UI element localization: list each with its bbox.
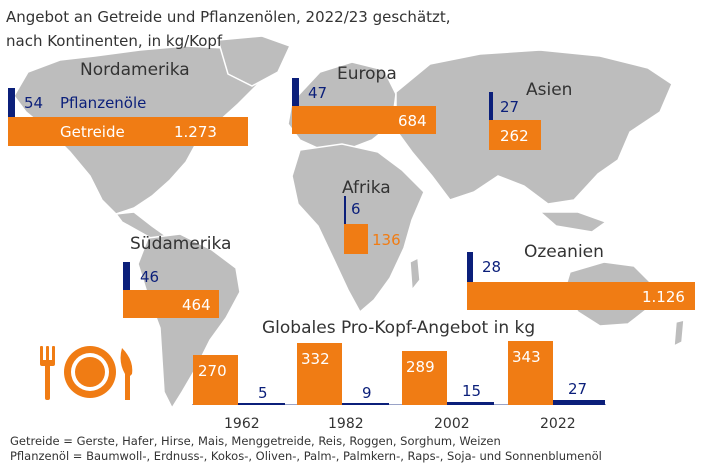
year-label-2022: 2022 — [540, 416, 576, 432]
grain-bar-afrika — [344, 224, 368, 254]
continent-label-asien: Asien — [526, 80, 573, 100]
oil-value-nordamerika: 54 — [24, 94, 44, 112]
global-chart-title: Globales Pro-Kopf-Angebot in kg — [262, 318, 536, 338]
continent-label-afrika: Afrika — [342, 178, 391, 198]
map-new-zealand — [673, 319, 685, 348]
oil-bar-ozeanien — [467, 252, 473, 282]
year-label-1962: 1962 — [224, 416, 260, 432]
oil-bar-afrika — [344, 196, 346, 224]
grain-value-nordamerika: 1.273 — [174, 123, 217, 141]
grain-value-suedamerika: 464 — [182, 296, 211, 314]
grain-value-ozeanien: 1.126 — [642, 288, 685, 306]
chart-title-line2: nach Kontinenten, in kg/Kopf — [6, 32, 223, 50]
global-oil-value-2022: 27 — [568, 380, 588, 398]
global-oil-bar-2002 — [447, 402, 494, 405]
oil-value-europa: 47 — [308, 84, 328, 102]
global-axis-line — [192, 404, 606, 405]
global-oil-value-1982: 9 — [362, 384, 372, 402]
plate-cutlery-icon — [40, 346, 133, 400]
map-madagascar — [409, 256, 421, 292]
map-greenland — [217, 35, 292, 87]
global-grain-value-2022: 343 — [512, 348, 541, 366]
oil-bar-suedamerika — [123, 262, 130, 290]
global-grain-bar-2002 — [402, 351, 447, 405]
legend-oil-label: Pflanzenöle — [60, 94, 147, 112]
global-oil-bar-2022 — [553, 400, 605, 405]
year-label-1982: 1982 — [328, 416, 364, 432]
year-label-2002: 2002 — [434, 416, 470, 432]
global-grain-bar-1962 — [193, 355, 238, 405]
grain-bar-suedamerika — [123, 290, 219, 318]
oil-bar-europa — [292, 78, 299, 106]
global-grain-value-1962: 270 — [198, 362, 227, 380]
footnote-grain: Getreide = Gerste, Hafer, Hirse, Mais, M… — [10, 434, 501, 448]
continent-label-nordamerika: Nordamerika — [80, 60, 190, 80]
oil-bar-nordamerika — [8, 88, 15, 117]
grain-bar-ozeanien — [467, 282, 695, 310]
global-oil-value-2002: 15 — [462, 382, 482, 400]
global-grain-value-1982: 332 — [301, 350, 330, 368]
continent-label-ozeanien: Ozeanien — [524, 242, 604, 262]
map-indonesia — [538, 211, 608, 233]
grain-value-europa: 684 — [398, 112, 427, 130]
legend-grain-label: Getreide — [60, 123, 125, 141]
grain-value-afrika: 136 — [372, 231, 401, 249]
oil-value-afrika: 6 — [351, 200, 361, 218]
chart-title-line1: Angebot an Getreide und Pflanzenölen, 20… — [6, 8, 451, 26]
oil-bar-asien — [489, 92, 493, 120]
global-oil-value-1962: 5 — [258, 384, 268, 402]
continent-label-suedamerika: Südamerika — [130, 234, 232, 254]
grain-bar-nordamerika — [8, 117, 248, 146]
oil-value-suedamerika: 46 — [140, 268, 160, 286]
oil-value-asien: 27 — [500, 98, 520, 116]
oil-value-ozeanien: 28 — [482, 258, 502, 276]
grain-bar-asien — [489, 120, 541, 150]
continent-label-europa: Europa — [337, 64, 397, 84]
global-grain-value-2002: 289 — [406, 358, 435, 376]
global-grain-bar-1982 — [297, 343, 342, 405]
global-oil-bar-1982 — [342, 403, 389, 405]
global-oil-bar-1962 — [238, 403, 285, 405]
grain-value-asien: 262 — [500, 127, 529, 145]
global-grain-bar-2022 — [508, 341, 553, 405]
footnote-oil: Pflanzenöl = Baumwoll-, Erdnuss-, Kokos-… — [10, 449, 602, 463]
grain-bar-europa — [292, 106, 436, 134]
